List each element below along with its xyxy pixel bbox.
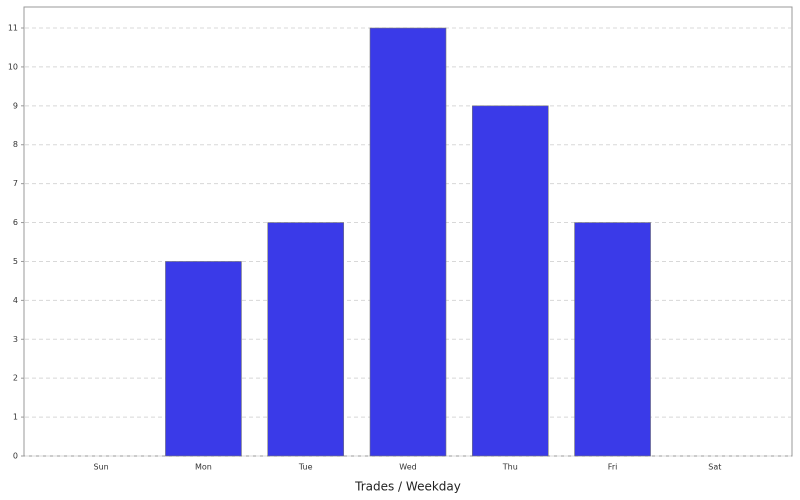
bar <box>165 261 242 457</box>
bar <box>471 105 549 457</box>
x-tick-label: Fri <box>608 463 618 472</box>
y-tick-label: 0 <box>13 452 18 461</box>
x-axis-label: Trades / Weekday <box>354 480 461 494</box>
y-tick-label: 10 <box>8 62 18 71</box>
y-tick-label: 3 <box>13 335 18 344</box>
bar <box>267 222 345 457</box>
y-tick-label: 8 <box>13 140 18 149</box>
y-tick-label: 9 <box>13 101 18 110</box>
bar <box>369 27 447 457</box>
y-tick-label: 5 <box>13 257 18 266</box>
x-tick-label: Wed <box>399 463 416 472</box>
y-tick-label: 1 <box>13 413 18 422</box>
x-tick-label: Mon <box>195 463 212 472</box>
y-tick-label: 2 <box>13 374 18 383</box>
y-tick-label: 6 <box>13 218 18 227</box>
x-tick-label: Sat <box>708 463 721 472</box>
y-tick-label: 7 <box>13 179 18 188</box>
x-tick-label: Sun <box>94 463 109 472</box>
x-tick-label: Thu <box>502 463 518 472</box>
y-tick-label: 4 <box>13 296 18 305</box>
x-tick-label: Tue <box>298 463 313 472</box>
bar <box>574 222 651 457</box>
y-tick-label: 11 <box>8 24 18 33</box>
